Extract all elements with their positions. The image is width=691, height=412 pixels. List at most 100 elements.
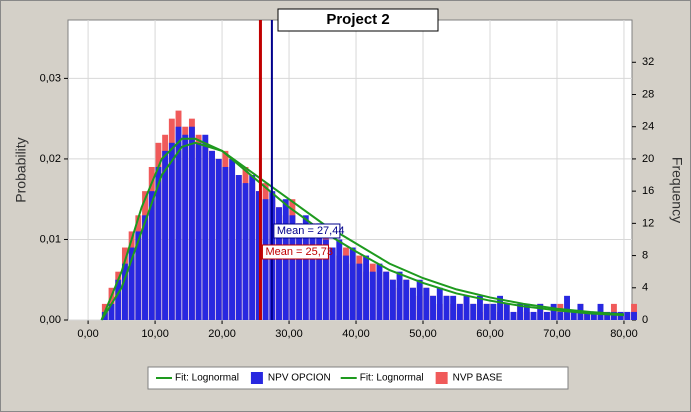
title-box (277, 8, 439, 32)
bar (296, 223, 303, 320)
bar (363, 255, 370, 320)
bar (188, 126, 195, 320)
bar (276, 207, 282, 320)
y2-tick-label: 32 (642, 56, 654, 68)
bar (463, 295, 470, 320)
bar (115, 279, 122, 320)
bar (510, 311, 517, 320)
bar (423, 287, 430, 320)
bar (302, 215, 309, 320)
legend-swatch (250, 372, 263, 384)
bar (128, 247, 135, 320)
bar (497, 295, 503, 320)
x-tick-label: 30,00 (275, 328, 303, 340)
bar (503, 303, 510, 320)
bar (155, 166, 162, 320)
y-tick-label: 0,00 (40, 314, 61, 326)
x-tick-label: 60,00 (476, 328, 504, 340)
y2-axis-label: Frequency (669, 157, 685, 223)
fit-line (100, 141, 625, 321)
x-tick-label: 70,00 (543, 328, 571, 340)
bar (262, 199, 269, 320)
bar (456, 303, 463, 320)
bar (443, 295, 450, 320)
bar (557, 303, 564, 320)
x-tick-label: 40,00 (342, 328, 370, 340)
bar (309, 231, 316, 320)
bar (376, 263, 383, 320)
chart-title: Project 2 (326, 11, 389, 28)
bar (590, 311, 597, 320)
x-tick-label: 50,00 (409, 328, 437, 340)
bar (490, 303, 497, 320)
bar (631, 311, 637, 320)
bar (369, 271, 376, 320)
legend-label: Fit: Lognormal (360, 373, 424, 384)
legend-label: NPV OPCION (268, 373, 331, 384)
bar (336, 239, 343, 320)
bar (383, 271, 390, 320)
bar (410, 287, 416, 320)
bar (604, 311, 611, 320)
bar (229, 158, 236, 320)
bar (403, 279, 410, 320)
bar (470, 303, 477, 320)
y2-tick-label: 20 (642, 153, 654, 165)
mean-label-box (273, 223, 341, 239)
y2-tick-label: 12 (642, 217, 654, 229)
bar (396, 271, 403, 320)
bar (631, 303, 637, 320)
bar (476, 295, 483, 320)
legend-swatch (435, 372, 448, 384)
x-tick-label: 80,00 (610, 328, 638, 340)
bar (564, 295, 570, 320)
bar (108, 303, 115, 320)
bar (389, 279, 396, 320)
bar (416, 279, 423, 320)
bar (517, 303, 524, 320)
mean-label: Mean = 27,44 (277, 225, 345, 237)
y2-tick-label: 28 (642, 88, 654, 100)
bar (142, 215, 148, 320)
bar (356, 263, 363, 320)
bar (175, 126, 182, 320)
bar (182, 134, 189, 320)
bar (162, 150, 169, 320)
bar (282, 199, 289, 320)
bar (550, 303, 557, 320)
y2-tick-label: 24 (642, 121, 654, 133)
bar (222, 166, 229, 320)
bar (450, 295, 457, 320)
bar (121, 263, 128, 320)
legend-label: Fit: Lognormal (175, 373, 239, 384)
bar (610, 311, 617, 320)
y-tick-label: 0,01 (40, 233, 61, 245)
y-tick-label: 0,02 (40, 153, 61, 165)
y2-tick-label: 16 (642, 185, 654, 197)
bar (584, 311, 591, 320)
y2-tick-label: 8 (642, 249, 648, 261)
bar (135, 231, 142, 320)
bar (242, 183, 249, 320)
bar (249, 175, 256, 320)
y-axis-label: Probability (13, 137, 29, 202)
y-tick-label: 0,03 (40, 72, 61, 84)
bar (537, 303, 544, 320)
bar (483, 303, 490, 320)
bar (343, 255, 349, 320)
bar (148, 191, 155, 320)
bar (235, 175, 242, 320)
bar (523, 303, 530, 320)
x-tick-label: 20,00 (208, 328, 236, 340)
bar (430, 295, 437, 320)
bar (570, 311, 577, 320)
bar (255, 191, 262, 320)
y2-tick-label: 4 (642, 282, 648, 294)
x-tick-label: 0,00 (77, 328, 98, 340)
bar (289, 215, 296, 320)
bar (316, 223, 323, 320)
bar (624, 311, 631, 320)
x-tick-label: 10,00 (141, 328, 169, 340)
bar (202, 134, 209, 320)
bar (610, 303, 617, 320)
